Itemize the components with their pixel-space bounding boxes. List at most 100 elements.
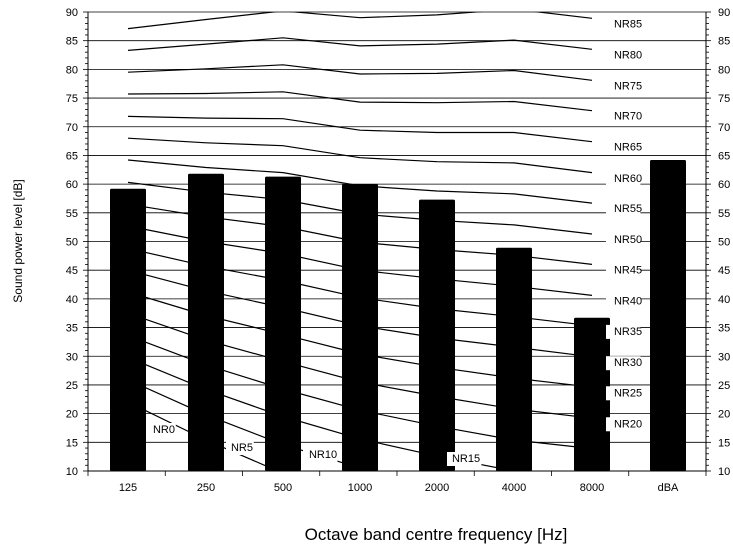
- nr-curve-nr85: [127, 12, 593, 30]
- y-tick-label: 70: [66, 122, 78, 134]
- nr-label-nr70: NR70: [614, 111, 642, 123]
- y-tick-labels-left: 10 15 20 25 30 35 40 45 50 55 60 65 70 75 80 85 90: [66, 7, 78, 478]
- y-tick-label: 85: [66, 36, 78, 48]
- nr-label-bg: [606, 294, 641, 309]
- x-tick-labels: 125 250 500 1000 2000 4000 8000 dBA: [119, 482, 679, 494]
- x-tick-label: 125: [119, 482, 137, 494]
- nr-label-bg: [606, 172, 641, 187]
- nr-label-nr60: NR60: [614, 173, 642, 185]
- y-tick-label: 85: [718, 36, 730, 48]
- nr-curve-nr60: [127, 137, 593, 174]
- nr-label-bg: [226, 441, 254, 455]
- x-tick-label: 250: [197, 482, 215, 494]
- y-tick-label: 60: [718, 179, 730, 191]
- y-tick-label: 15: [718, 437, 730, 449]
- y-tick-label: 30: [718, 351, 730, 363]
- y-tick-label: 80: [66, 64, 78, 76]
- nr-label-bg: [606, 263, 641, 278]
- y-tick-label: 25: [66, 380, 78, 392]
- x-axis-title: Octave band centre frequency [Hz]: [305, 525, 568, 544]
- nr-curve-nr65: [127, 115, 593, 143]
- x-tick-label: 8000: [580, 482, 604, 494]
- x-tick-label: 500: [274, 482, 292, 494]
- nr-label-nr0: NR0: [153, 424, 175, 436]
- y-tick-label: 75: [66, 93, 78, 105]
- y-tick-label: 65: [718, 150, 730, 162]
- nr-label-bg: [303, 448, 338, 462]
- y-tick-label: 45: [718, 265, 730, 277]
- nr-label-bg: [606, 417, 641, 432]
- nr-label-nr30: NR30: [614, 357, 642, 369]
- y-tick-label: 90: [66, 7, 78, 19]
- y-tick-label: 90: [718, 7, 730, 19]
- nr-label-bg: [606, 17, 641, 32]
- nr-label-nr45: NR45: [614, 264, 642, 276]
- nr-label-bg: [606, 233, 641, 248]
- bar-500: [265, 176, 301, 471]
- y-tick-label: 80: [718, 64, 730, 76]
- nr-curve-nr75: [127, 64, 593, 81]
- nr-label-nr10: NR10: [309, 449, 337, 461]
- y-tick-label: 15: [66, 437, 78, 449]
- x-tick-label: 1000: [348, 482, 372, 494]
- nr-labels: NR0 NR5 NR10 NR15 NR20 NR25 NR30 NR35 NR40 NR45 NR…: [148, 0, 642, 466]
- y-tick-label: 20: [718, 409, 730, 421]
- nr-label-nr40: NR40: [614, 295, 642, 307]
- y-tick-label: 20: [66, 409, 78, 421]
- nr-label-nr20: NR20: [614, 418, 642, 430]
- nr-label-nr15: NR15: [452, 453, 480, 465]
- x-tick-label: dBA: [658, 482, 679, 494]
- nr-label-bg: [606, 48, 641, 63]
- nr-label-nr65: NR65: [614, 142, 642, 154]
- x-tick-label: 4000: [502, 482, 526, 494]
- bar-250: [188, 173, 224, 472]
- y-tick-label: 10: [718, 466, 730, 478]
- nr-label-nr85: NR85: [614, 18, 642, 30]
- y-tick-label: 60: [66, 179, 78, 191]
- nr-label-nr35: NR35: [614, 326, 642, 338]
- bar-8000: [574, 317, 610, 471]
- nr-label-nr50: NR50: [614, 234, 642, 246]
- nr-label-bg: [606, 140, 641, 155]
- y-tick-label: 35: [718, 323, 730, 335]
- nr-label-bg: [606, 202, 641, 217]
- nr-label-nr80: NR80: [614, 49, 642, 61]
- nr-label-bg: [606, 109, 641, 124]
- nr-curve-nr80: [127, 37, 593, 51]
- nr-curve-nr70: [127, 91, 593, 112]
- y-tick-label: 40: [66, 294, 78, 306]
- nr-label-nr75: NR75: [614, 81, 642, 93]
- nr-label-bg: [606, 356, 641, 371]
- y-tick-label: 45: [66, 265, 78, 277]
- y-tick-labels-right: 10 15 20 25 30 35 40 45 50 55 60 65 70 75 80 85 90: [718, 7, 730, 478]
- y-tick-label: 10: [66, 466, 78, 478]
- bar-dba: [650, 160, 686, 471]
- bar-125: [110, 188, 146, 471]
- nr-label-nr5: NR5: [231, 442, 253, 454]
- y-tick-label: 30: [66, 351, 78, 363]
- y-tick-label: 50: [718, 237, 730, 249]
- nr-label-bg: [148, 423, 176, 437]
- y-tick-label: 70: [718, 122, 730, 134]
- nr-label-nr25: NR25: [614, 387, 642, 399]
- nr-label-bg: [606, 386, 641, 401]
- y-tick-label: 55: [718, 208, 730, 220]
- bar-4000: [496, 247, 532, 471]
- bars: [110, 160, 686, 472]
- y-tick-label: 35: [66, 323, 78, 335]
- axes: [83, 11, 711, 476]
- nr-label-bg: [606, 324, 641, 339]
- nr-label-nr55: NR55: [614, 203, 642, 215]
- bar-2000: [419, 199, 455, 471]
- y-tick-label: 25: [718, 380, 730, 392]
- nr-curve-nr90: [128, 0, 592, 6]
- y-tick-label: 75: [718, 93, 730, 105]
- y-axis-title: Sound power level [dB]: [11, 179, 25, 302]
- nr-label-bg: [606, 79, 641, 94]
- bar-1000: [342, 184, 378, 471]
- y-tick-label: 55: [66, 208, 78, 220]
- x-tick-label: 2000: [425, 482, 449, 494]
- y-tick-label: 65: [66, 150, 78, 162]
- y-tick-label: 50: [66, 237, 78, 249]
